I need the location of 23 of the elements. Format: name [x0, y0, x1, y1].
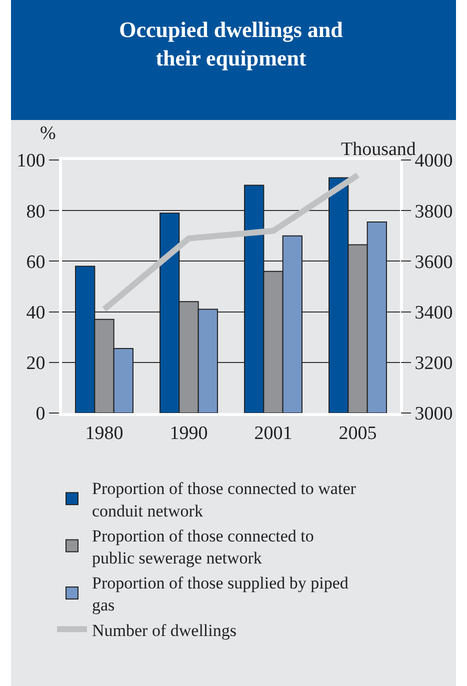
y-tick-label: 60: [26, 252, 46, 273]
y2-tick-label: 3600: [414, 252, 453, 273]
x-tick-label: 1980: [85, 422, 124, 444]
y-axis-title: %: [40, 123, 56, 144]
legend-label: Number of dwellings: [92, 620, 236, 640]
y-tick-label: 100: [16, 150, 46, 172]
y2-tick-label: 4000: [414, 150, 453, 172]
y2-axis-title: Thousand: [341, 139, 416, 160]
chart-title: Occupied dwellings and their equipment: [119, 17, 343, 71]
x-tick-label: 2005: [338, 422, 377, 444]
y-tick-label: 80: [26, 201, 46, 222]
x-tick-label: 2001: [254, 422, 292, 444]
legend-label: Proportion of those supplied by piped gas: [92, 574, 349, 615]
y-tick-label: 40: [26, 302, 46, 324]
y2-tick-label: 3400: [414, 302, 453, 324]
y-tick-label: 20: [26, 353, 46, 374]
y-tick-label: 0: [36, 404, 46, 425]
y2-tick-label: 3800: [414, 201, 453, 222]
y2-tick-label: 3000: [414, 404, 453, 425]
y2-tick-label: 3200: [414, 353, 453, 374]
x-tick-label: 1990: [170, 422, 208, 444]
legend-label: Proportion of those connected to public sewerage network: [92, 526, 314, 568]
legend-label: Proportion of those connected to water conduit network: [92, 479, 356, 520]
